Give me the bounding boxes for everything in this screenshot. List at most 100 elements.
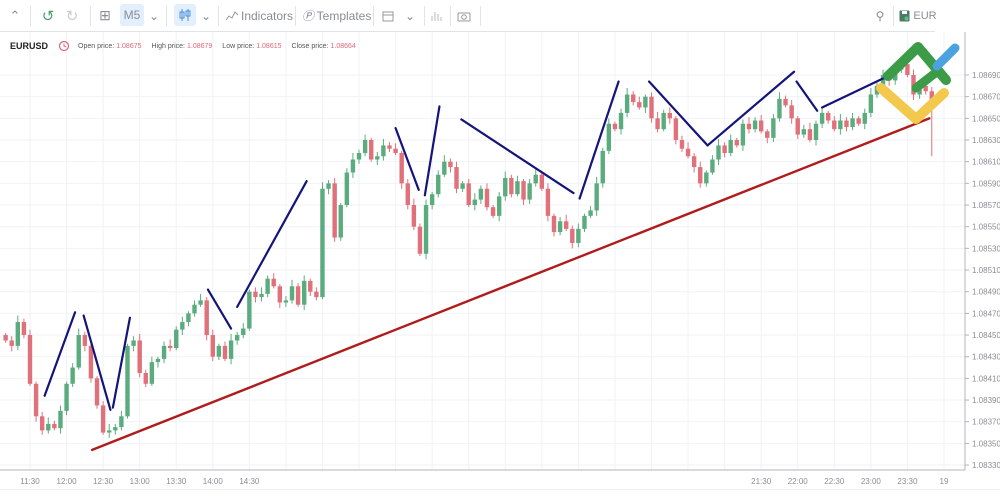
timeframe-button[interactable]: M5 (120, 4, 144, 26)
candle (624, 88, 630, 118)
candle-body (27, 335, 33, 384)
candle-body (813, 123, 819, 141)
symbol-button[interactable]: EUR (913, 9, 937, 22)
candle-body (308, 280, 313, 292)
chevron-down-icon[interactable]: ⌄ (148, 8, 160, 23)
candle (247, 289, 252, 331)
candle-body (295, 286, 301, 305)
time-tick-label: 13:30 (166, 477, 187, 486)
candle (192, 300, 197, 317)
candle-body (606, 123, 612, 151)
camera-icon[interactable] (455, 0, 473, 31)
candle-body (631, 94, 636, 103)
candle (167, 339, 173, 352)
indicators-icon[interactable] (224, 0, 240, 31)
candle-body (527, 183, 532, 200)
candle-body (76, 335, 81, 368)
candle-body (496, 196, 502, 216)
candle (338, 202, 343, 241)
candle (746, 117, 752, 134)
candle-body (825, 112, 831, 121)
candle (655, 111, 660, 133)
candle (204, 297, 209, 341)
undo-icon[interactable]: ↺ (41, 7, 55, 25)
high-label: High price: (151, 42, 185, 50)
candle (381, 138, 386, 161)
candle-body (850, 118, 855, 128)
chevron-down-icon[interactable]: ⌄ (200, 8, 212, 23)
candle-body (838, 120, 843, 130)
candle-body (643, 96, 648, 108)
chevron-up-icon[interactable]: ⌃ (9, 7, 21, 23)
candle (618, 108, 624, 135)
templates-button[interactable]: Templates (316, 8, 372, 23)
time-tick-label: 23:30 (897, 477, 918, 486)
price-tick-label: 1.08670 (972, 93, 1000, 102)
candle (222, 341, 228, 362)
zigzag-line (647, 80, 709, 147)
candle (460, 181, 465, 193)
drawings[interactable] (43, 70, 931, 452)
candle-body (149, 362, 155, 384)
candle (844, 117, 849, 132)
price-axis[interactable]: 1.08690 1.08670 1.08650 1.08630 1.08610 1.085… (965, 71, 1000, 470)
candle (149, 356, 155, 386)
candle (3, 332, 8, 343)
divider (373, 6, 374, 26)
candle-body (253, 291, 258, 298)
candle (734, 137, 739, 148)
candle-body (594, 183, 599, 211)
candle (466, 179, 471, 208)
candle-body (259, 293, 264, 298)
candle-body (94, 378, 100, 406)
candle (819, 107, 825, 129)
indicators-button[interactable]: Indicators (240, 8, 294, 23)
templates-icon[interactable]: Ⓟ (301, 9, 314, 23)
search-icon[interactable]: ⚲ (875, 8, 885, 23)
candle-body (448, 161, 453, 168)
candle (667, 107, 672, 124)
candle-body (758, 120, 764, 132)
price-tick-label: 1.08690 (972, 71, 1000, 80)
redo-icon[interactable]: ↻ (65, 7, 79, 25)
bars-icon[interactable] (428, 0, 444, 31)
candle (521, 179, 526, 206)
candle-body (624, 94, 630, 113)
candle (174, 326, 179, 351)
candle (393, 143, 398, 156)
add-icon[interactable]: ⊞ (99, 7, 111, 23)
high-value: 1.08679 (186, 42, 213, 50)
price-tick-label: 1.08450 (972, 331, 1000, 340)
open-value: 1.08675 (116, 42, 142, 50)
zigzag-line (206, 288, 233, 330)
candle (825, 110, 831, 124)
calendar-icon[interactable] (380, 0, 396, 31)
candle (606, 118, 612, 155)
candle (113, 423, 118, 435)
candle-body (551, 215, 557, 233)
candle (64, 381, 69, 416)
candle-body (70, 367, 75, 384)
price-tick-label: 1.08430 (972, 353, 1000, 362)
candles-icon[interactable] (174, 4, 196, 26)
candle (838, 114, 843, 135)
candle (15, 315, 21, 351)
candle (752, 117, 758, 133)
time-tick-label: 23:00 (861, 477, 882, 486)
time-axis[interactable]: 11:30 12:00 12:30 13:00 13:30 14:00 14:30 21:30… (20, 477, 949, 486)
candle-body (655, 118, 660, 130)
save-icon[interactable] (897, 0, 911, 31)
candle (527, 179, 532, 204)
candle (88, 340, 94, 383)
candle (704, 170, 709, 187)
clock-icon[interactable] (58, 40, 70, 52)
candle (795, 116, 800, 139)
candle (228, 333, 234, 365)
candle-body (289, 286, 295, 301)
chevron-down-icon[interactable]: ⌄ (404, 8, 416, 23)
candle (82, 331, 88, 352)
zigzag-line (43, 311, 77, 397)
price-tick-label: 1.08490 (972, 288, 1000, 297)
candle (722, 142, 727, 158)
